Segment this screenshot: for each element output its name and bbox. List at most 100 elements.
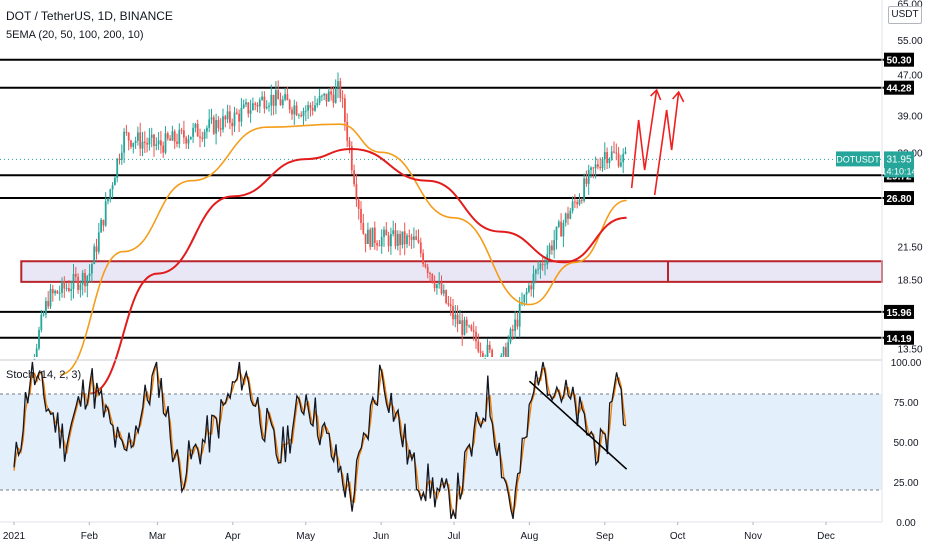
time-tick-label: Dec xyxy=(817,531,835,542)
level-label-box xyxy=(884,304,914,319)
candle-body xyxy=(350,146,353,171)
candle-body xyxy=(592,167,595,169)
candle-body xyxy=(70,288,73,291)
candle-body xyxy=(564,213,567,223)
candle-body xyxy=(505,347,507,357)
candle-body xyxy=(194,124,197,128)
level-label-box xyxy=(884,80,914,95)
candle-body xyxy=(201,137,204,139)
candle-body xyxy=(511,329,514,331)
candle-body xyxy=(387,235,390,247)
candle-body xyxy=(608,158,611,164)
time-tick-label: Jul xyxy=(448,531,461,542)
candle-body xyxy=(233,112,236,127)
candle-body xyxy=(442,290,445,294)
candle-body xyxy=(574,201,576,203)
candle-body xyxy=(256,104,259,107)
time-tick-label: 2021 xyxy=(3,531,26,542)
candle-body xyxy=(93,246,96,264)
candle-body xyxy=(176,141,178,144)
candle-body xyxy=(208,119,211,128)
candle-body xyxy=(528,285,530,292)
candle-body xyxy=(252,103,254,111)
candle-body xyxy=(415,236,418,240)
time-tick-label: Sep xyxy=(596,531,614,542)
level-label-box xyxy=(884,52,914,67)
candle-body xyxy=(376,242,378,246)
candle-body xyxy=(622,153,625,163)
candle-body xyxy=(431,273,434,282)
candle-body xyxy=(452,306,454,320)
candle-body xyxy=(173,131,176,142)
candle-body xyxy=(327,91,330,102)
candle-body xyxy=(576,202,579,205)
candle-body xyxy=(355,184,358,200)
last-price-label: 31.95 xyxy=(886,154,911,165)
candle-body xyxy=(459,320,461,325)
price-tick-label: 39.00 xyxy=(897,112,922,123)
candle-body xyxy=(224,116,227,120)
candle-body xyxy=(472,330,475,332)
candle-body xyxy=(58,292,61,294)
candle-body xyxy=(206,127,208,132)
candle-body xyxy=(373,227,376,243)
candle-body xyxy=(307,105,309,111)
candle-body xyxy=(192,127,194,137)
symbol-tag: DOTUSDT xyxy=(836,154,880,164)
candle-body xyxy=(360,208,362,223)
candle-body xyxy=(247,102,250,114)
candle-body xyxy=(47,301,50,307)
level-label: 15.96 xyxy=(886,308,911,319)
support-zone xyxy=(20,260,884,283)
candle-body xyxy=(249,110,252,114)
candle-body xyxy=(74,273,77,277)
candle-body xyxy=(268,105,270,107)
candle-body xyxy=(555,226,558,241)
projection-arrow-2 xyxy=(653,91,680,196)
candle-body xyxy=(141,141,144,149)
candle-body xyxy=(344,98,346,122)
candle-body xyxy=(477,341,480,352)
candle-body xyxy=(137,132,139,141)
candle-body xyxy=(63,280,66,289)
candle-body xyxy=(116,158,119,178)
stoch-tick-label: 75.00 xyxy=(893,398,918,409)
candle-body xyxy=(314,105,316,111)
candle-body xyxy=(578,199,581,205)
level-label-box xyxy=(884,330,914,345)
price-tick-label: 13.50 xyxy=(897,345,922,356)
candle-body xyxy=(401,231,404,245)
candle-body xyxy=(125,131,128,133)
candle-body xyxy=(95,246,98,252)
candle-body xyxy=(88,273,91,277)
candle-body xyxy=(594,164,597,169)
candle-body xyxy=(298,114,300,116)
candle-body xyxy=(275,90,277,106)
candle-body xyxy=(189,136,192,140)
stoch-tick-label: 0.00 xyxy=(896,518,916,529)
currency-button[interactable]: USDT xyxy=(888,6,922,24)
candle-body xyxy=(486,344,489,357)
ema-200-line xyxy=(89,147,627,395)
candle-body xyxy=(364,233,367,244)
candle-body xyxy=(222,116,224,130)
candle-body xyxy=(132,142,135,147)
time-tick-label: Oct xyxy=(670,531,686,542)
candle-body xyxy=(447,302,450,305)
candle-body xyxy=(155,144,158,146)
candle-body xyxy=(339,81,342,98)
candle-body xyxy=(217,120,220,129)
candle-body xyxy=(169,138,171,141)
candle-body xyxy=(597,164,599,167)
candle-body xyxy=(81,272,84,285)
projection-arrowhead-2 xyxy=(672,90,685,103)
candle-body xyxy=(120,152,123,160)
candle-body xyxy=(104,201,107,226)
candle-body xyxy=(54,290,56,294)
time-tick-label: Mar xyxy=(149,531,167,542)
candle-body xyxy=(394,230,397,247)
candle-body xyxy=(35,348,38,357)
candle-body xyxy=(325,93,328,102)
candle-body xyxy=(390,234,392,247)
